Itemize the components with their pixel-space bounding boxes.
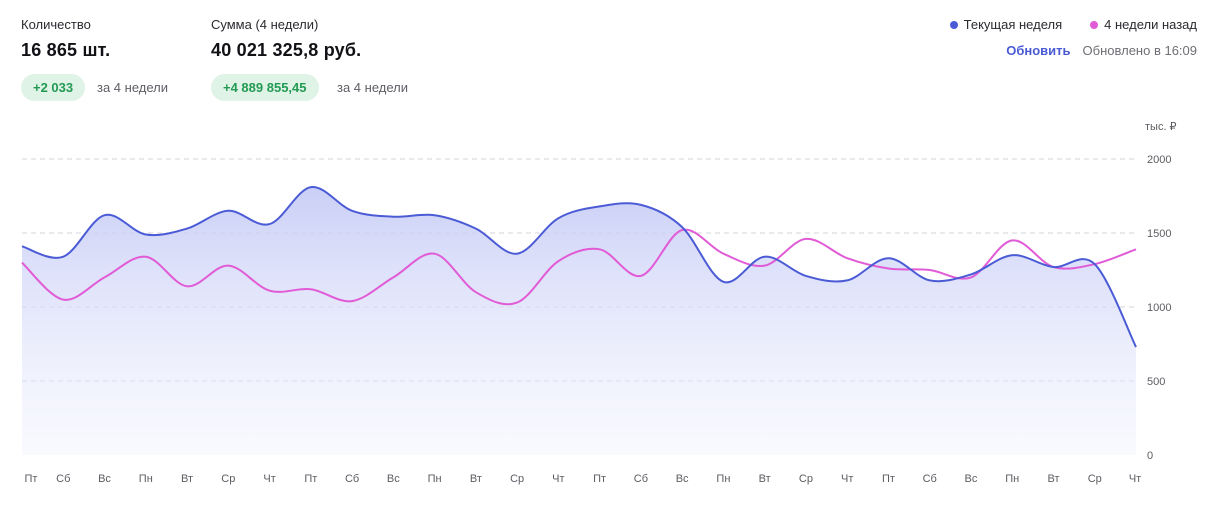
y-tick-label: 1500	[1147, 228, 1171, 240]
stat-label: Сумма (4 недели)	[211, 17, 319, 32]
x-tick-label: Пн	[139, 473, 153, 485]
delta-period: за 4 недели	[97, 80, 168, 95]
delta-badge: +2 033	[21, 74, 86, 101]
legend-item-previous[interactable]: 4 недели назад	[1090, 17, 1197, 32]
area-current-week	[22, 186, 1136, 455]
stat-label: Количество	[21, 17, 91, 32]
x-tick-label: Чт	[1129, 473, 1141, 485]
x-tick-label: Ср	[510, 473, 524, 485]
chart-legend: Текущая неделя 4 недели назад	[949, 17, 1197, 32]
x-tick-label: Пт	[25, 473, 38, 485]
delta-period: за 4 недели	[337, 80, 408, 95]
x-tick-label: Чт	[841, 473, 853, 485]
x-tick-label: Вс	[387, 473, 400, 485]
x-tick-label: Ср	[1088, 473, 1102, 485]
x-tick-label: Пт	[593, 473, 606, 485]
delta-badge: +4 889 855,45	[211, 74, 319, 101]
x-tick-label: Вс	[98, 473, 111, 485]
x-tick-label: Сб	[634, 473, 648, 485]
y-axis: 0 500 1000 1500 2000	[1147, 154, 1171, 462]
x-tick-label: Вс	[676, 473, 689, 485]
x-tick-label: Чт	[552, 473, 564, 485]
y-tick-label: 1000	[1147, 302, 1171, 314]
x-tick-label: Ср	[221, 473, 235, 485]
x-tick-label: Вт	[181, 473, 193, 485]
legend-dot-current	[949, 20, 958, 29]
refresh-row: Обновить Обновлено в 16:09	[1006, 43, 1197, 58]
x-tick-label: Сб	[923, 473, 937, 485]
y-tick-label: 0	[1147, 450, 1153, 462]
x-tick-label: Ср	[799, 473, 813, 485]
x-tick-label: Пн	[1005, 473, 1019, 485]
stat-value: 16 865 шт.	[21, 40, 111, 60]
x-tick-label: Пн	[716, 473, 730, 485]
x-tick-label: Вт	[759, 473, 771, 485]
x-tick-label: Сб	[345, 473, 359, 485]
line-current-week[interactable]	[21, 186, 1137, 348]
stat-value: 40 021 325,8 руб.	[211, 40, 362, 60]
legend-dot-previous	[1090, 20, 1099, 29]
x-tick-label: Сб	[56, 473, 70, 485]
line-4-weeks-ago[interactable]	[21, 228, 1137, 306]
x-tick-label: Вс	[965, 473, 978, 485]
updated-timestamp: Обновлено в 16:09	[1082, 43, 1197, 58]
x-tick-label: Пт	[304, 473, 317, 485]
refresh-button[interactable]: Обновить	[1006, 43, 1071, 58]
legend-item-current[interactable]: Текущая неделя	[949, 17, 1063, 32]
y-tick-label: 500	[1147, 376, 1165, 388]
x-tick-label: Чт	[263, 473, 275, 485]
x-tick-label: Пн	[428, 473, 442, 485]
legend-label: 4 недели назад	[1104, 17, 1197, 32]
x-axis: Пт Сб Вс Пн Вт Ср Чт Пт Сб Вс Пн Вт Ср Чт Пт Сб Вс Пн Вт Ср…	[25, 473, 1142, 485]
x-tick-label: Вт	[1047, 473, 1059, 485]
x-tick-label: Пт	[882, 473, 895, 485]
y-tick-label: 2000	[1147, 154, 1171, 166]
legend-label: Текущая неделя	[963, 17, 1063, 32]
y-unit-label: тыс. ₽	[1145, 121, 1177, 133]
x-tick-label: Вт	[470, 473, 482, 485]
